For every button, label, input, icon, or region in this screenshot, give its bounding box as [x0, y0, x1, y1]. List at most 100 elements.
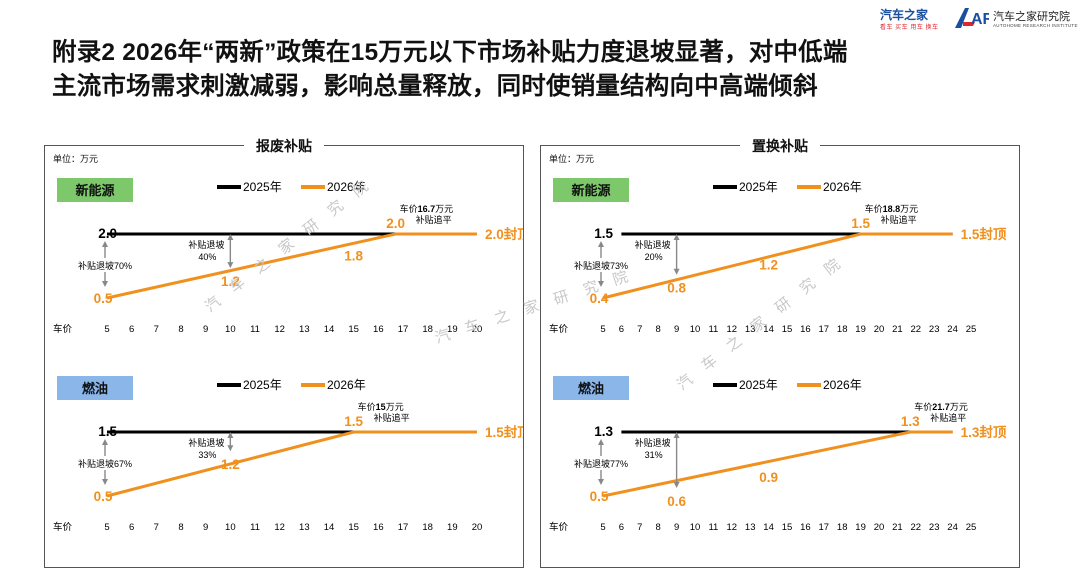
price-note-prefix: 车价 [865, 203, 883, 214]
series-2026-line [106, 430, 477, 498]
fuel-type-badge: 新能源 [571, 183, 610, 198]
x-tick-label: 6 [619, 522, 624, 533]
price-note-prefix: 车价 [358, 401, 376, 412]
data-label: 2.0 [98, 226, 117, 241]
x-tick-label: 8 [656, 522, 661, 533]
x-tick-label: 17 [819, 324, 830, 335]
x-tick-label: 19 [447, 522, 458, 533]
x-tick-label: 13 [299, 324, 310, 335]
fuel-type-badge-bg [57, 178, 133, 202]
data-label: 0.4 [590, 291, 609, 306]
decline-arrow-2-head-down [673, 482, 680, 488]
decline-label-1: 补贴退坡67% [78, 458, 132, 469]
research-institute-name: 汽车之家研究院 [993, 11, 1070, 23]
x-tick-label: 7 [154, 522, 159, 533]
decline-arrow-1-head-down [598, 479, 604, 485]
x-tick-label: 14 [763, 522, 774, 533]
decline-label-2: 补贴退坡 [188, 437, 224, 448]
research-institute-tagline: AUTOHOME RESEARCH INSTITUTE [993, 23, 1078, 28]
x-tick-label: 8 [178, 324, 183, 335]
x-tick-label: 16 [800, 522, 811, 533]
decline-arrow-1-head-up [598, 241, 604, 247]
legend-2026-label: 2026年 [823, 180, 862, 194]
trade-in-subsidy-panel: 置换补贴 单位：万元 新能源 2025年 2026年 1.5 0.4 0.8 1.2 1.5 1… [540, 136, 1020, 568]
x-tick-label: 17 [398, 522, 409, 533]
x-tick-label: 10 [225, 324, 236, 335]
decline-label-1: 补贴退坡70% [78, 260, 132, 271]
data-label: 0.5 [590, 489, 609, 504]
decline-arrow-2-head-down [227, 262, 234, 269]
data-label: 0.8 [667, 281, 686, 296]
x-tick-label: 5 [104, 324, 109, 335]
x-tick-label: 5 [600, 324, 605, 335]
x-tick-label: 12 [727, 324, 738, 335]
data-label: 0.9 [759, 470, 778, 485]
x-tick-label: 5 [104, 522, 109, 533]
autohome-tagline: 看车 买车 用车 换车 [880, 25, 939, 31]
trade-in-nev-chart: 新能源 2025年 2026年 1.5 0.4 0.8 1.2 1.5 1.5封顶补贴退坡73%… [549, 178, 1007, 335]
fuel-type-badge: 新能源 [75, 183, 114, 198]
decline-label-2-pct: 20% [645, 252, 663, 262]
x-tick-label: 9 [203, 522, 208, 533]
x-tick-label: 8 [656, 324, 661, 335]
data-label: 2.0封顶 [485, 226, 523, 242]
trade-in-unit-label: 单位：万元 [549, 154, 595, 164]
x-axis-label: 车价 [53, 521, 73, 533]
price-note-suffix: 万元 [900, 204, 918, 214]
decline-arrow-2-head-down [227, 445, 234, 452]
decline-arrow-1-head-down [598, 281, 604, 287]
data-label: 0.6 [667, 494, 686, 509]
x-tick-label: 18 [422, 324, 433, 335]
price-note-value: 16.7 [418, 204, 436, 214]
fuel-type-badge-bg [553, 376, 629, 400]
data-label: 1.5封顶 [961, 226, 1007, 242]
price-note-prefix: 车价 [914, 401, 932, 412]
decline-arrow-2-head-down [673, 268, 680, 275]
x-axis-label: 车价 [53, 323, 73, 335]
price-note-line1: 车价16.7万元 [400, 203, 454, 214]
price-note-prefix: 车价 [400, 203, 418, 214]
decline-label-2-pct: 40% [198, 252, 216, 262]
trade-in-subsidy-title: 置换补贴 [740, 136, 820, 156]
x-tick-label: 17 [398, 324, 409, 335]
x-tick-label: 13 [745, 324, 756, 335]
decline-label-1: 补贴退坡77% [574, 458, 628, 469]
decline-label-2: 补贴退坡 [188, 239, 224, 250]
decline-arrow-1-head-up [102, 241, 108, 247]
x-tick-label: 11 [708, 324, 718, 335]
fuel-type-badge-bg [57, 376, 133, 400]
x-tick-label: 20 [874, 324, 885, 335]
fuel-type-badge: 燃油 [578, 381, 604, 396]
price-note-suffix: 万元 [950, 402, 968, 412]
page-title-line2: 主流市场需求刺激减弱，影响总量释放，同时使销量结构向中高端倾斜 [52, 73, 818, 100]
x-tick-label: 7 [637, 324, 642, 335]
x-tick-label: 23 [929, 324, 940, 335]
research-institute-logo-icon: AR [955, 8, 989, 28]
x-tick-label: 16 [800, 324, 811, 335]
x-tick-label: 20 [472, 522, 483, 533]
decline-label-1: 补贴退坡73% [574, 260, 628, 271]
decline-label-2: 补贴退坡 [635, 437, 671, 448]
data-label: 1.5 [344, 414, 363, 429]
legend-2026-label: 2026年 [823, 378, 862, 392]
x-tick-label: 23 [929, 522, 940, 533]
scrap-nev-chart: 新能源 2025年 2026年 2.0 0.5 1.2 1.8 2.0 2.0封顶补贴退坡70%… [53, 178, 523, 335]
price-note-line2: 补贴追平 [881, 214, 917, 225]
legend-2026-label: 2026年 [327, 180, 366, 194]
decline-arrow-2-head-up [673, 234, 680, 240]
fuel-type-badge: 燃油 [82, 381, 108, 396]
series-2026-line [602, 232, 953, 300]
page-title-line1: 附录2 2026年“两新”政策在15万元以下市场补贴力度退坡显著，对中低端 [52, 39, 848, 66]
x-tick-label: 9 [203, 324, 208, 335]
x-axis-label: 车价 [549, 521, 569, 533]
x-tick-label: 14 [324, 522, 335, 533]
data-label: 1.2 [759, 257, 778, 272]
x-tick-label: 20 [472, 324, 483, 335]
x-tick-label: 25 [966, 522, 977, 533]
x-tick-label: 15 [782, 324, 793, 335]
series-2026-line [602, 430, 953, 498]
autohome-logo-text: 汽车之家 [880, 8, 929, 22]
data-label: 1.5封顶 [485, 424, 523, 440]
x-axis-label: 车价 [549, 323, 569, 335]
